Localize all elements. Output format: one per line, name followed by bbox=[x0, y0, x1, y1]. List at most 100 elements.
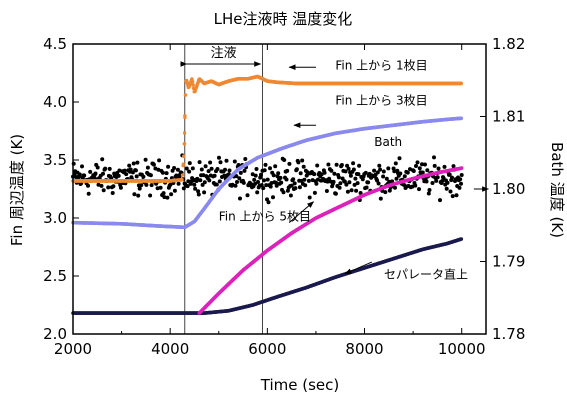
bath-point bbox=[375, 178, 380, 183]
bath-point bbox=[245, 193, 250, 198]
bath-point bbox=[435, 175, 440, 180]
bath-point bbox=[195, 176, 200, 181]
bath-point bbox=[289, 183, 294, 188]
bath-point bbox=[314, 181, 319, 186]
bath-point bbox=[110, 191, 115, 195]
bath-point bbox=[82, 173, 87, 178]
bath-point bbox=[448, 189, 453, 194]
bath-point bbox=[136, 193, 141, 198]
bath-point bbox=[243, 157, 248, 161]
series-point bbox=[459, 237, 464, 241]
bath-point bbox=[357, 163, 362, 168]
bath-point bbox=[364, 185, 369, 190]
series-point bbox=[180, 173, 185, 177]
bath-point bbox=[224, 158, 229, 163]
bath-point bbox=[238, 170, 243, 175]
bath-point bbox=[162, 195, 167, 200]
bath-point bbox=[438, 198, 442, 203]
bath-point bbox=[242, 168, 247, 173]
bath-point bbox=[315, 163, 320, 168]
bath-point bbox=[297, 185, 302, 190]
bath-point bbox=[322, 170, 327, 175]
bath-point bbox=[279, 180, 284, 185]
bath-point bbox=[139, 183, 144, 188]
bath-point bbox=[346, 166, 351, 171]
bath-point bbox=[333, 191, 338, 196]
bath-point bbox=[124, 172, 129, 177]
bath-point bbox=[263, 162, 268, 167]
bath-point bbox=[109, 176, 114, 181]
bath-point bbox=[344, 182, 349, 187]
bath-point bbox=[377, 163, 382, 168]
bath-point bbox=[420, 170, 425, 175]
bath-point bbox=[106, 185, 111, 190]
y-right-tick-label: 1.81 bbox=[492, 108, 525, 126]
bath-point bbox=[222, 173, 227, 178]
bath-point bbox=[268, 184, 273, 189]
bath-point bbox=[450, 175, 454, 180]
bath-point bbox=[132, 192, 137, 197]
bath-point bbox=[345, 189, 350, 194]
bath-point bbox=[217, 179, 222, 184]
series-point bbox=[183, 93, 188, 97]
series-1-points bbox=[71, 74, 464, 183]
bath-point bbox=[378, 196, 383, 201]
bath-point bbox=[101, 188, 106, 193]
bath-point bbox=[426, 191, 431, 196]
bath-point bbox=[165, 195, 170, 200]
bath-point bbox=[155, 186, 160, 191]
bath-point bbox=[86, 183, 90, 188]
chart-title: LHe注液時 温度変化 bbox=[214, 10, 353, 28]
bath-point bbox=[387, 179, 392, 184]
bath-point bbox=[133, 168, 138, 173]
bath-point bbox=[408, 167, 412, 172]
y-right-tick-label: 1.79 bbox=[492, 253, 525, 271]
bath-point bbox=[291, 177, 296, 182]
bath-point bbox=[451, 164, 456, 169]
bath-point bbox=[372, 168, 377, 173]
bath-point bbox=[355, 181, 360, 186]
bath-point bbox=[151, 162, 156, 167]
bath-point bbox=[339, 163, 344, 167]
bath-point bbox=[353, 176, 358, 181]
annotation-arrow bbox=[288, 201, 315, 224]
bath-point bbox=[137, 186, 142, 191]
bath-point bbox=[326, 162, 331, 167]
bath-point bbox=[307, 195, 312, 200]
bath-point bbox=[217, 155, 221, 160]
annotation-arrow bbox=[344, 261, 373, 275]
bath-point bbox=[168, 182, 173, 187]
bath-point bbox=[237, 176, 242, 181]
bath-point bbox=[175, 167, 180, 172]
bath-point bbox=[172, 166, 177, 170]
bath-point bbox=[447, 172, 452, 177]
bath-point bbox=[262, 178, 266, 183]
bath-point bbox=[450, 194, 455, 199]
y-axis-label-right: Bath 温度 (K) bbox=[548, 142, 566, 238]
bath-point bbox=[186, 179, 191, 184]
bath-point bbox=[274, 183, 279, 188]
series-jump-point bbox=[183, 115, 187, 119]
bath-point bbox=[241, 180, 246, 185]
bath-point bbox=[376, 181, 381, 186]
bath-point bbox=[347, 180, 352, 185]
bath-point bbox=[423, 162, 427, 167]
bath-point bbox=[351, 161, 356, 166]
bath-point bbox=[281, 190, 286, 195]
bath-point bbox=[111, 184, 116, 189]
bath-point bbox=[384, 176, 389, 181]
bath-point bbox=[193, 186, 198, 191]
bath-point bbox=[233, 183, 238, 188]
series-annotation: Fin 上から 3枚目 bbox=[335, 92, 427, 107]
bath-point bbox=[169, 192, 174, 197]
bath-point bbox=[436, 166, 441, 171]
bath-point bbox=[310, 178, 315, 183]
x-tick-label: 2000 bbox=[54, 340, 92, 358]
series-2-points bbox=[71, 116, 464, 230]
x-tick-label: 8000 bbox=[345, 340, 383, 358]
x-tick-label: 6000 bbox=[248, 340, 286, 358]
bath-point bbox=[256, 180, 260, 184]
bath-point bbox=[176, 181, 181, 186]
bath-point bbox=[354, 188, 359, 193]
